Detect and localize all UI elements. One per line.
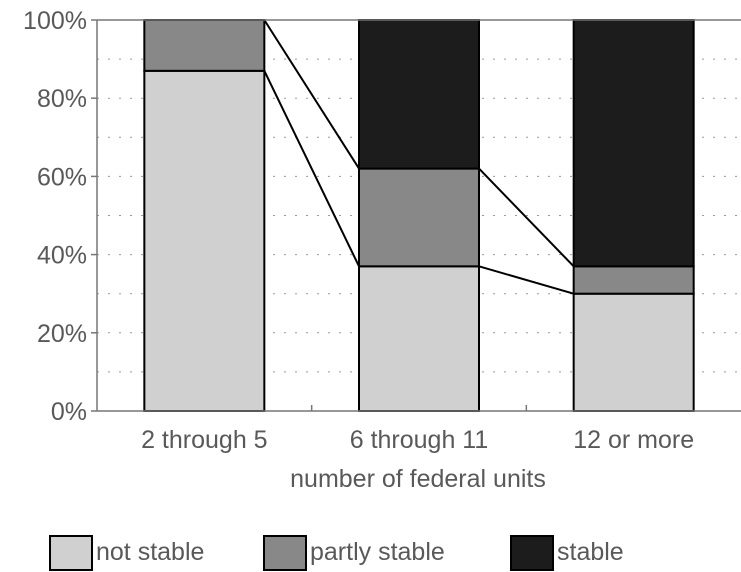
x-tick-label: 12 or more bbox=[573, 426, 694, 454]
x-tick-label: 2 through 5 bbox=[141, 426, 268, 454]
bar-not-stable-3 bbox=[572, 292, 695, 413]
legend-swatch-partly-stable bbox=[263, 535, 307, 571]
connector-line bbox=[263, 70, 360, 267]
connector-lines bbox=[263, 19, 575, 295]
bar-partly-stable-1 bbox=[143, 19, 266, 72]
x-tick-labels: 2 through 5 6 through 11 12 or more bbox=[141, 426, 694, 454]
bar-partly-stable-2 bbox=[358, 167, 480, 268]
connector-line bbox=[478, 167, 575, 268]
bar-stable-2 bbox=[358, 19, 480, 170]
legend-swatch-stable bbox=[510, 535, 554, 571]
legend-label-stable: stable bbox=[557, 538, 624, 566]
bar-not-stable-2 bbox=[358, 265, 480, 412]
y-tick-label: 40% bbox=[37, 242, 87, 270]
bar-partly-stable-3 bbox=[572, 265, 695, 295]
x-axis-title: number of federal units bbox=[290, 465, 546, 493]
bars bbox=[143, 19, 695, 413]
axes bbox=[91, 19, 741, 412]
y-tick-label: 80% bbox=[37, 85, 87, 113]
y-tick-label: 100% bbox=[23, 7, 87, 35]
connector-line bbox=[478, 265, 574, 295]
x-tick-label: 6 through 11 bbox=[350, 426, 489, 454]
legend-label-not-stable: not stable bbox=[96, 538, 204, 566]
legend-swatch-not-stable bbox=[49, 535, 93, 571]
connector-line bbox=[263, 19, 360, 170]
y-tick-label: 20% bbox=[37, 320, 87, 348]
y-tick-label: 60% bbox=[37, 163, 87, 191]
legend-label-partly-stable: partly stable bbox=[310, 538, 445, 566]
bar-not-stable-1 bbox=[143, 69, 266, 413]
bar-stable-3 bbox=[572, 19, 695, 268]
y-tick-label: 0% bbox=[51, 398, 87, 426]
legend: not stable partly stable stable bbox=[49, 535, 624, 571]
y-tick-labels: 0% 20% 40% 60% 80% 100% bbox=[23, 7, 87, 426]
